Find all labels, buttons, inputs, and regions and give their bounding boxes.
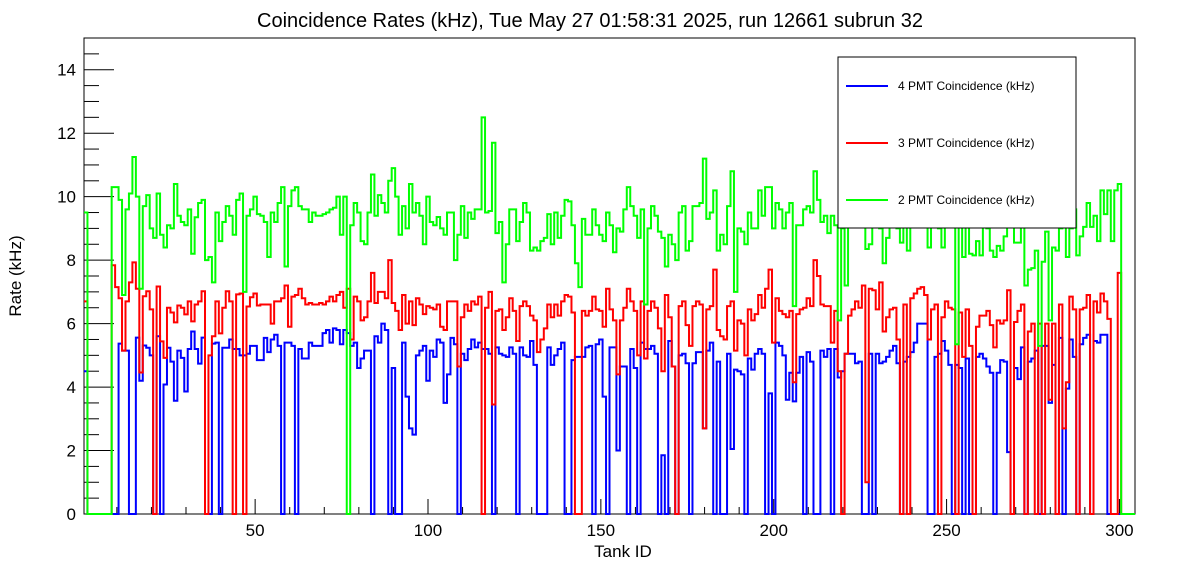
y-tick-label: 12 — [57, 124, 76, 143]
legend-label-4pmt: 4 PMT Coincidence (kHz) — [898, 79, 1035, 93]
series-3pmt-coincidence — [84, 259, 1135, 515]
chart-title: Coincidence Rates (kHz), Tue May 27 01:5… — [257, 10, 923, 32]
y-tick-label: 4 — [67, 378, 76, 397]
y-axis-label: Rate (kHz) — [6, 235, 25, 316]
legend: 4 PMT Coincidence (kHz) 3 PMT Coincidenc… — [837, 56, 1077, 229]
x-axis-label: Tank ID — [594, 542, 652, 561]
series-4pmt-coincidence — [84, 322, 1135, 515]
x-tick-label: 200 — [760, 521, 788, 540]
x-tick-label: 250 — [932, 521, 960, 540]
legend-label-2pmt: 2 PMT Coincidence (kHz) — [898, 193, 1035, 207]
y-tick-label: 0 — [67, 505, 76, 524]
x-tick-label: 150 — [587, 521, 615, 540]
histogram-series — [84, 116, 1135, 515]
y-tick-label: 2 — [67, 442, 76, 461]
x-tick-label: 300 — [1105, 521, 1133, 540]
axes: 50 100 150 200 250 300 0 2 4 6 8 10 12 14 — [57, 37, 1134, 540]
y-tick-label: 10 — [57, 188, 76, 207]
series-2pmt-coincidence — [84, 116, 1135, 515]
y-tick-label: 14 — [57, 61, 76, 80]
legend-label-3pmt: 3 PMT Coincidence (kHz) — [898, 136, 1035, 150]
y-tick-label: 6 — [67, 315, 76, 334]
y-tick-label: 8 — [67, 251, 76, 270]
x-tick-label: 100 — [414, 521, 442, 540]
x-tick-label: 50 — [246, 521, 265, 540]
